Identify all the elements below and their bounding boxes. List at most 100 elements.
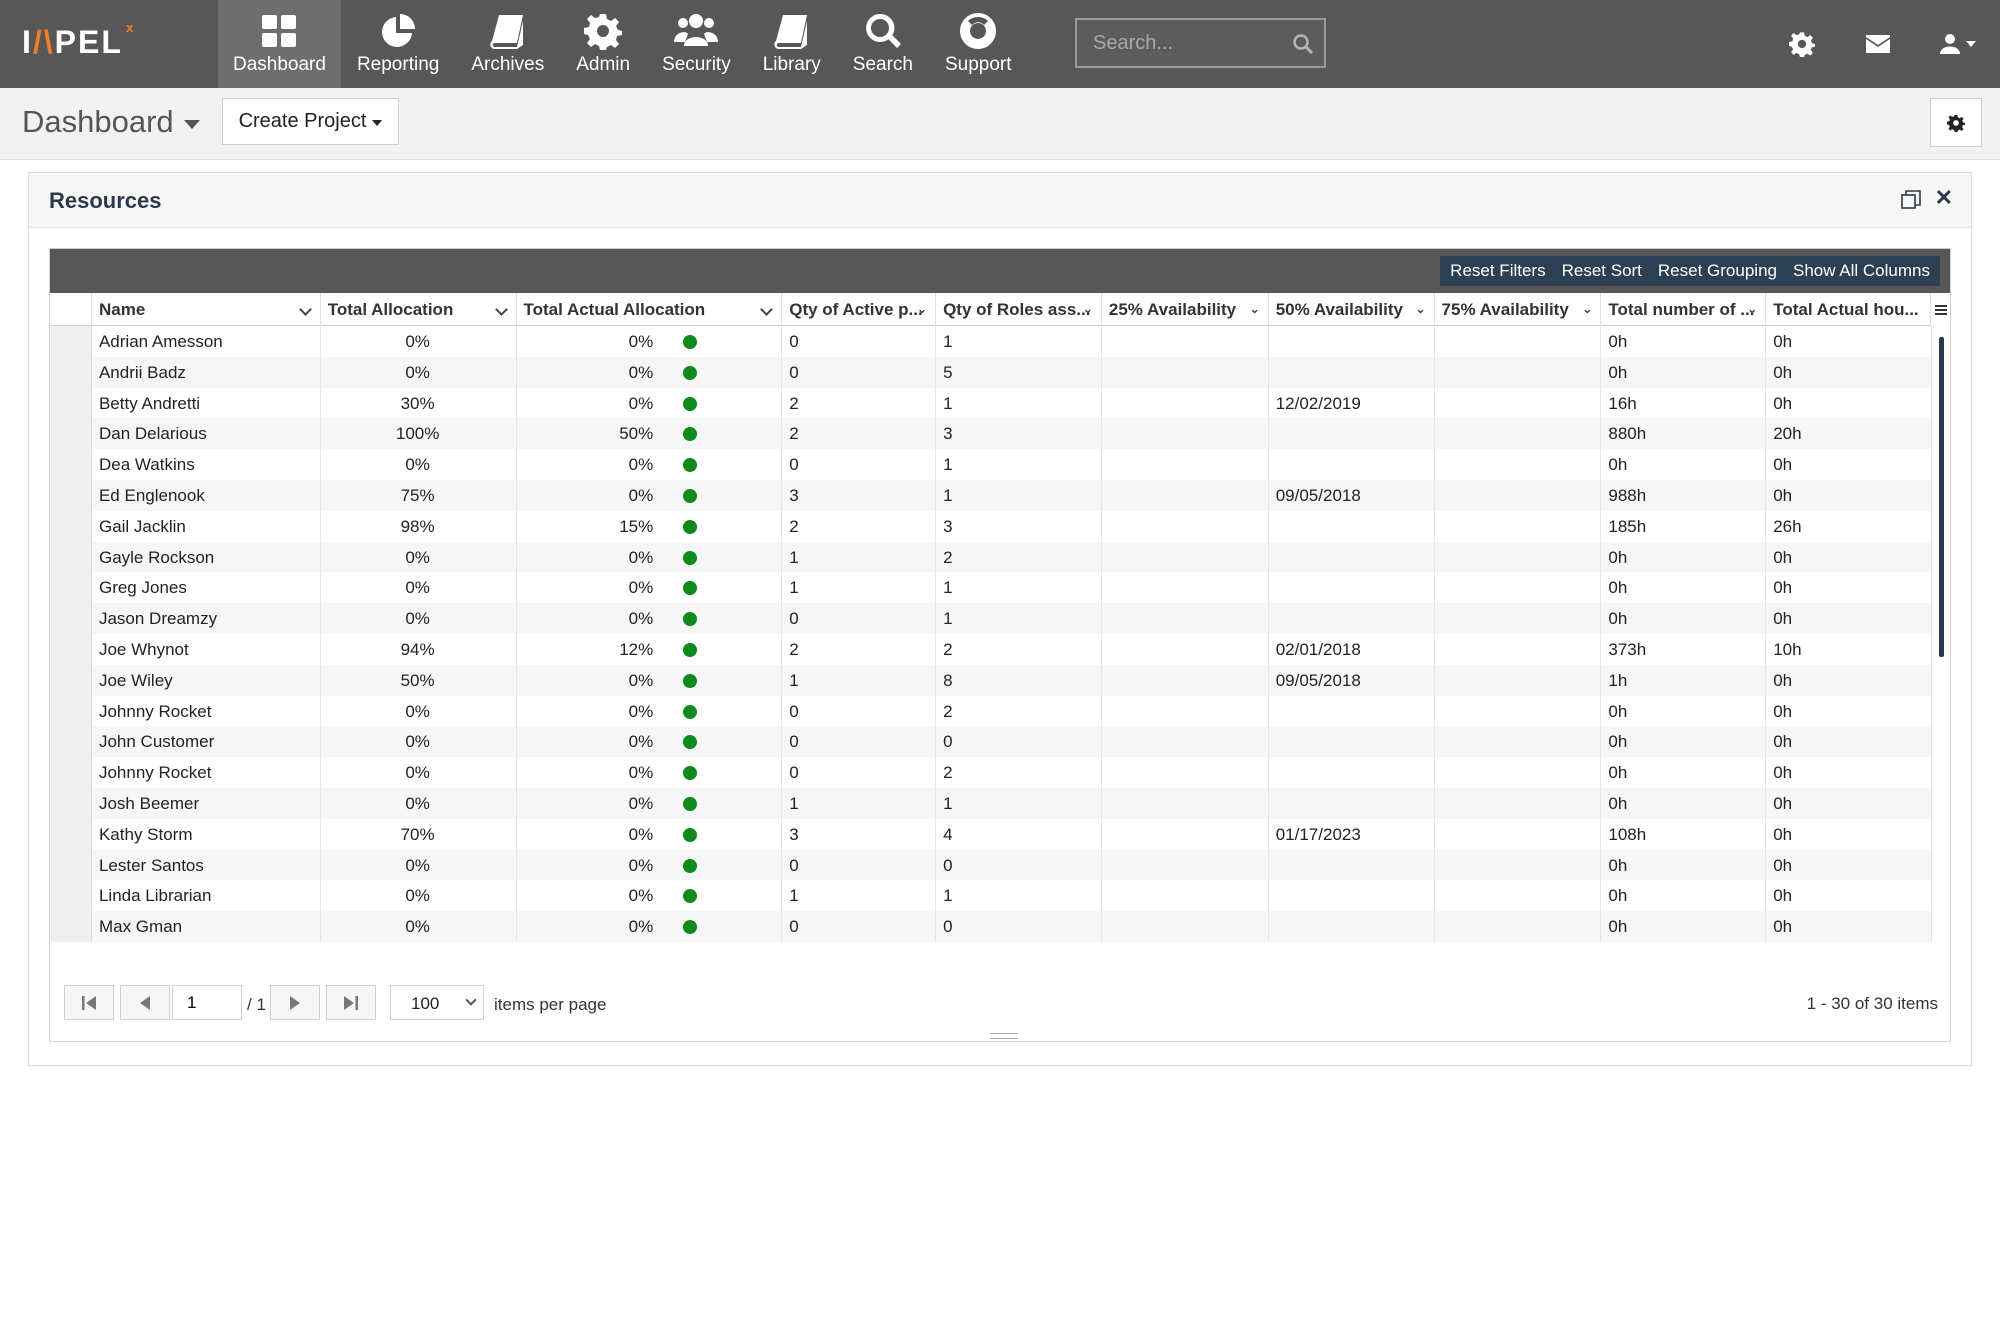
nav-dashboard[interactable]: Dashboard xyxy=(218,0,341,88)
table-row[interactable]: John Customer 0% 0% 0 0 0h 0h xyxy=(50,726,1933,758)
column-header[interactable]: Total Actual hou... xyxy=(1766,293,1933,326)
user-menu-button[interactable] xyxy=(1916,0,2000,88)
page-size-select[interactable]: 100 xyxy=(390,985,484,1020)
nav-admin[interactable]: Admin xyxy=(560,0,646,88)
row-selector[interactable] xyxy=(50,418,92,450)
row-selector[interactable] xyxy=(50,695,92,727)
nav-support[interactable]: Support xyxy=(929,0,1028,88)
cell-value: 3 xyxy=(789,485,799,505)
search-input[interactable] xyxy=(1077,20,1277,66)
impel-logo[interactable]: I/\PEL x xyxy=(22,20,134,60)
nav-library[interactable]: Library xyxy=(747,0,837,88)
settings-button[interactable] xyxy=(1764,0,1840,88)
row-selector[interactable] xyxy=(50,818,92,850)
table-cell: 0% xyxy=(517,849,783,881)
chevron-down-icon[interactable] xyxy=(760,303,774,316)
table-row[interactable]: Dan Delarious 100% 50% 2 3 880h 20h xyxy=(50,418,1933,450)
row-selector[interactable] xyxy=(50,787,92,819)
show-all-columns-button[interactable]: Show All Columns xyxy=(1792,261,1930,280)
dashboard-settings-button[interactable] xyxy=(1930,98,1982,147)
search-icon[interactable] xyxy=(1292,33,1314,55)
filter-icon[interactable]: ⌄ xyxy=(1249,302,1260,316)
row-selector[interactable] xyxy=(50,326,92,357)
row-selector[interactable] xyxy=(50,510,92,542)
table-row[interactable]: Max Gman 0% 0% 0 0 0h 0h xyxy=(50,911,1933,942)
filter-icon[interactable]: ⌄ xyxy=(1582,302,1593,316)
column-header[interactable]: Total Allocation xyxy=(321,293,517,326)
column-header[interactable]: Total Actual Allocation xyxy=(517,293,783,326)
filter-icon[interactable]: ⌄ xyxy=(1415,302,1426,316)
nav-security[interactable]: Security xyxy=(646,0,747,88)
row-selector-header[interactable] xyxy=(50,293,92,326)
cell-value: Greg Jones xyxy=(98,578,187,598)
page-number-input[interactable] xyxy=(172,985,242,1020)
column-header[interactable]: Name xyxy=(92,293,321,326)
cell-value: Gayle Rockson xyxy=(98,547,215,567)
row-selector[interactable] xyxy=(50,449,92,480)
table-row[interactable]: Josh Beemer 0% 0% 1 1 0h 0h xyxy=(50,787,1933,819)
filter-icon[interactable]: ⌄ xyxy=(1747,302,1758,316)
table-row[interactable]: Lester Santos 0% 0% 0 0 0h 0h xyxy=(50,849,1933,881)
copy-icon[interactable] xyxy=(1901,190,1921,210)
column-header[interactable]: Qty of Active p... ⌄ xyxy=(782,293,937,326)
table-row[interactable]: Jason Dreamzy 0% 0% 0 1 0h 0h xyxy=(50,603,1933,634)
column-header[interactable]: 25% Availability ⌄ xyxy=(1102,293,1269,326)
table-row[interactable]: Joe Whynot 94% 12% 2 2 02/01/2018 373h 10h xyxy=(50,633,1933,665)
row-selector[interactable] xyxy=(50,880,92,912)
column-menu-button[interactable] xyxy=(1930,293,1950,326)
reset-grouping-button[interactable]: Reset Grouping xyxy=(1657,261,1777,280)
create-project-button[interactable]: Create Project xyxy=(222,98,399,145)
reset-filters-button[interactable]: Reset Filters xyxy=(1450,261,1546,280)
previous-page-button[interactable] xyxy=(120,985,170,1020)
row-selector[interactable] xyxy=(50,603,92,634)
reset-sort-button[interactable]: Reset Sort xyxy=(1561,261,1642,280)
table-row[interactable]: Gail Jacklin 98% 15% 2 3 185h 26h xyxy=(50,510,1933,542)
table-row[interactable]: Gayle Rockson 0% 0% 1 2 0h 0h xyxy=(50,541,1933,573)
chevron-down-icon[interactable] xyxy=(494,303,508,316)
column-header[interactable]: Total number of ... ⌄ xyxy=(1601,293,1767,326)
row-selector[interactable] xyxy=(50,911,92,942)
row-selector[interactable] xyxy=(50,387,92,419)
page-title-dropdown[interactable]: Dashboard xyxy=(22,104,200,140)
table-row[interactable]: Johnny Rocket 0% 0% 0 2 0h 0h xyxy=(50,695,1933,727)
actual-allocation-value: 0% xyxy=(628,855,654,875)
table-row[interactable]: Betty Andretti 30% 0% 2 1 12/02/2019 16h 0h xyxy=(50,387,1933,419)
row-selector[interactable] xyxy=(50,664,92,696)
messages-button[interactable] xyxy=(1840,0,1916,88)
vertical-scrollbar[interactable] xyxy=(1939,337,1944,657)
next-page-button[interactable] xyxy=(270,985,320,1020)
close-icon[interactable]: ✕ xyxy=(1934,185,1953,210)
filter-icon[interactable]: ⌄ xyxy=(1082,302,1093,316)
row-selector[interactable] xyxy=(50,479,92,511)
table-cell: 0 xyxy=(782,603,937,634)
table-row[interactable]: Ed Englenook 75% 0% 3 1 09/05/2018 988h 0h xyxy=(50,479,1933,511)
table-row[interactable]: Greg Jones 0% 0% 1 1 0h 0h xyxy=(50,572,1933,604)
nav-reporting[interactable]: Reporting xyxy=(341,0,455,88)
row-selector[interactable] xyxy=(50,541,92,573)
row-selector[interactable] xyxy=(50,633,92,665)
table-row[interactable]: Adrian Amesson 0% 0% 0 1 0h 0h xyxy=(50,326,1933,357)
nav-archives[interactable]: Archives xyxy=(455,0,560,88)
chevron-down-icon[interactable] xyxy=(298,303,312,316)
nav-search[interactable]: Search xyxy=(837,0,929,88)
table-cell: 50% xyxy=(321,664,517,696)
column-header[interactable]: 75% Availability ⌄ xyxy=(1435,293,1602,326)
resize-handle[interactable] xyxy=(990,1033,1018,1039)
column-header[interactable]: Qty of Roles ass... ⌄ xyxy=(936,293,1102,326)
row-selector[interactable] xyxy=(50,849,92,881)
column-header[interactable]: 50% Availability ⌄ xyxy=(1269,293,1435,326)
filter-icon[interactable]: ⌄ xyxy=(917,302,928,316)
last-page-button[interactable] xyxy=(326,985,376,1020)
table-row[interactable]: Andrii Badz 0% 0% 0 5 0h 0h xyxy=(50,356,1933,388)
table-row[interactable]: Kathy Storm 70% 0% 3 4 01/17/2023 108h 0h xyxy=(50,818,1933,850)
row-selector[interactable] xyxy=(50,356,92,388)
row-selector[interactable] xyxy=(50,726,92,758)
first-page-button[interactable] xyxy=(64,985,114,1020)
table-cell xyxy=(1269,572,1435,604)
table-row[interactable]: Joe Wiley 50% 0% 1 8 09/05/2018 1h 0h xyxy=(50,664,1933,696)
table-row[interactable]: Johnny Rocket 0% 0% 0 2 0h 0h xyxy=(50,757,1933,788)
table-row[interactable]: Dea Watkins 0% 0% 0 1 0h 0h xyxy=(50,449,1933,480)
table-row[interactable]: Linda Librarian 0% 0% 1 1 0h 0h xyxy=(50,880,1933,912)
row-selector[interactable] xyxy=(50,572,92,604)
row-selector[interactable] xyxy=(50,757,92,788)
